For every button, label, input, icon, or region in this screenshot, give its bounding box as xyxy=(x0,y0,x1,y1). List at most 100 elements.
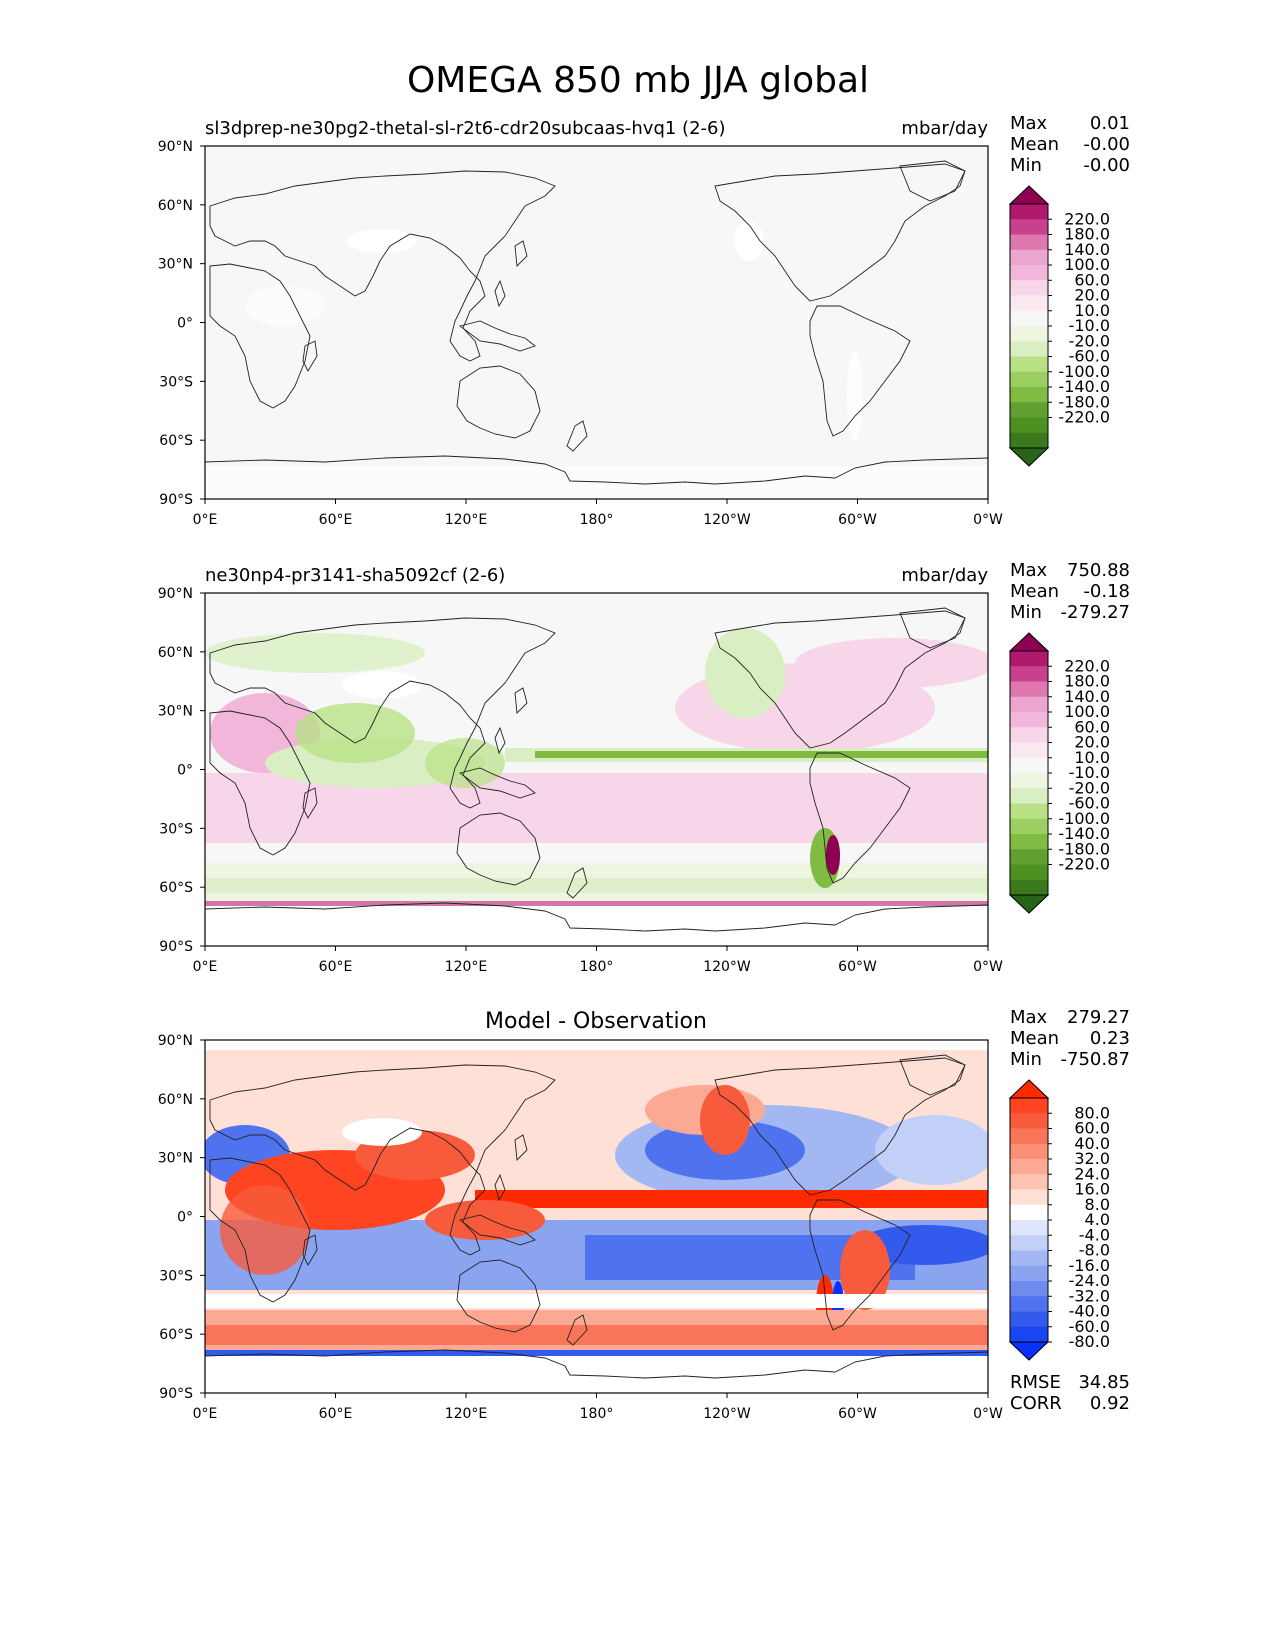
longitude-axis: 0°E 60°E 120°E 180° 120°W 60°W 0°W xyxy=(193,1393,1003,1422)
field-patch xyxy=(847,351,863,441)
stat-value: -0.18 xyxy=(1083,581,1130,602)
colorbar-band xyxy=(1010,234,1048,251)
colorbar-band xyxy=(1010,712,1048,728)
colorbar-tick-label: 100.0 xyxy=(1064,255,1110,274)
colorbar-band xyxy=(1010,326,1048,342)
map-field xyxy=(205,593,988,946)
lon-tick-label: 0°W xyxy=(973,512,1003,528)
field-patch xyxy=(535,751,988,758)
field-patch xyxy=(220,1185,310,1275)
colorbar-tick-label: 20.0 xyxy=(1074,733,1110,752)
colorbar-tick-label: -4.0 xyxy=(1079,1225,1110,1244)
colorbar-band xyxy=(1010,666,1048,682)
colorbar-band xyxy=(1010,696,1048,713)
colorbar-tick-label: 140.0 xyxy=(1064,687,1110,706)
colorbar-band xyxy=(1010,1220,1048,1236)
colorbar-band xyxy=(1010,1098,1048,1114)
colorbar-band xyxy=(1010,249,1048,266)
colorbar-band xyxy=(1010,1113,1048,1129)
colorbar-tick-label: -40.0 xyxy=(1069,1302,1110,1321)
panel-title-center: Model - Observation xyxy=(485,1009,707,1034)
colorbar-tick-label: -60.0 xyxy=(1069,794,1110,813)
lat-tick-label: 30°S xyxy=(159,1268,193,1284)
panel-title-left: ne30np4-pr3141-sha5092cf (2-6) xyxy=(205,565,505,586)
map-background xyxy=(205,146,988,499)
field-patch xyxy=(342,671,422,699)
lat-tick-label: 90°S xyxy=(159,492,193,508)
colorbar-extension-bottom xyxy=(1008,447,1050,467)
stat-label: Max xyxy=(1010,113,1048,134)
colorbar-band xyxy=(1010,773,1048,789)
lon-tick-label: 120°E xyxy=(445,512,488,528)
colorbar-band xyxy=(1010,432,1048,449)
colorbar-tick-label: -20.0 xyxy=(1069,778,1110,797)
lat-tick-label: 30°N xyxy=(158,704,193,720)
colorbar-band xyxy=(1010,1128,1048,1145)
field-patch xyxy=(700,1085,750,1155)
field-patch xyxy=(205,633,425,673)
colorbar-band xyxy=(1010,219,1048,235)
field-patch xyxy=(875,1115,988,1185)
colorbar-band xyxy=(1010,265,1048,281)
colorbar-band xyxy=(1010,879,1048,896)
field-patch xyxy=(295,703,415,763)
colorbar-tick-label: 180.0 xyxy=(1064,672,1110,691)
stat-value: 0.01 xyxy=(1090,113,1130,134)
field-patch xyxy=(342,1118,422,1146)
field-patch xyxy=(826,835,840,875)
map-field xyxy=(205,146,988,499)
colorbar-tick-label: 8.0 xyxy=(1085,1195,1110,1214)
lon-tick-label: 0°E xyxy=(193,512,218,528)
colorbar-tick-label: -60.0 xyxy=(1069,1317,1110,1336)
lat-tick-label: 90°S xyxy=(159,1386,193,1402)
footer-stat-value: 34.85 xyxy=(1078,1372,1130,1393)
stat-value: -750.87 xyxy=(1061,1049,1130,1070)
colorbar-band xyxy=(1010,1235,1048,1251)
field-patch xyxy=(705,628,785,718)
lat-tick-label: 90°S xyxy=(159,939,193,955)
footer-stats-box: RMSE 34.85 CORR 0.92 xyxy=(1010,1372,1130,1414)
field-patch xyxy=(205,1356,988,1393)
colorbar: 220.0180.0140.0100.060.020.010.0-10.0-20… xyxy=(1008,632,1110,914)
colorbar-band xyxy=(1010,849,1048,865)
panel-units: mbar/day xyxy=(901,565,988,586)
latitude-axis: 90°N 60°N 30°N 0° 30°S 60°S 90°S xyxy=(158,586,205,955)
colorbar-band xyxy=(1010,417,1048,434)
lon-tick-label: 120°W xyxy=(703,1406,751,1422)
colorbar-tick-label: 220.0 xyxy=(1064,209,1110,228)
colorbar-band xyxy=(1010,356,1048,373)
stat-value: -0.00 xyxy=(1083,134,1130,155)
colorbar-band xyxy=(1010,742,1048,759)
stat-label: Mean xyxy=(1010,134,1059,155)
colorbar-extension-bottom xyxy=(1008,1341,1050,1361)
colorbar-tick-label: -220.0 xyxy=(1058,408,1110,427)
lat-tick-label: 60°N xyxy=(158,198,193,214)
field-patch xyxy=(205,878,988,893)
colorbar-band xyxy=(1010,204,1048,220)
field-patch xyxy=(840,1230,890,1310)
colorbar-tick-label: 60.0 xyxy=(1074,717,1110,736)
colorbar-tick-label: -32.0 xyxy=(1069,1286,1110,1305)
stats-box: Max 0.01 Mean -0.00 Min -0.00 xyxy=(1010,113,1130,176)
colorbar-tick-label: -140.0 xyxy=(1058,824,1110,843)
field-patch xyxy=(795,638,988,688)
map-field xyxy=(205,1040,988,1393)
colorbar-tick-label: -24.0 xyxy=(1069,1271,1110,1290)
colorbar-tick-label: 40.0 xyxy=(1074,1134,1110,1153)
lon-tick-label: 60°W xyxy=(838,512,877,528)
colorbar-tick-label: 10.0 xyxy=(1074,301,1110,320)
colorbar-band xyxy=(1010,387,1048,403)
stat-value: 279.27 xyxy=(1067,1007,1130,1028)
colorbar-tick-label: 4.0 xyxy=(1085,1210,1110,1229)
colorbar-band xyxy=(1010,1296,1048,1312)
lon-tick-label: 180° xyxy=(580,512,614,528)
stats-box: Max 750.88 Mean -0.18 Min -279.27 xyxy=(1010,560,1130,623)
field-patch xyxy=(425,1200,545,1240)
colorbar-tick-label: -10.0 xyxy=(1069,763,1110,782)
field-patch xyxy=(205,1294,988,1308)
colorbar-tick-label: 180.0 xyxy=(1064,225,1110,244)
panel-title-left: sl3dprep-ne30pg2-thetal-sl-r2t6-cdr20sub… xyxy=(205,118,726,139)
colorbar-band xyxy=(1010,1204,1048,1221)
lon-tick-label: 60°E xyxy=(319,959,353,975)
